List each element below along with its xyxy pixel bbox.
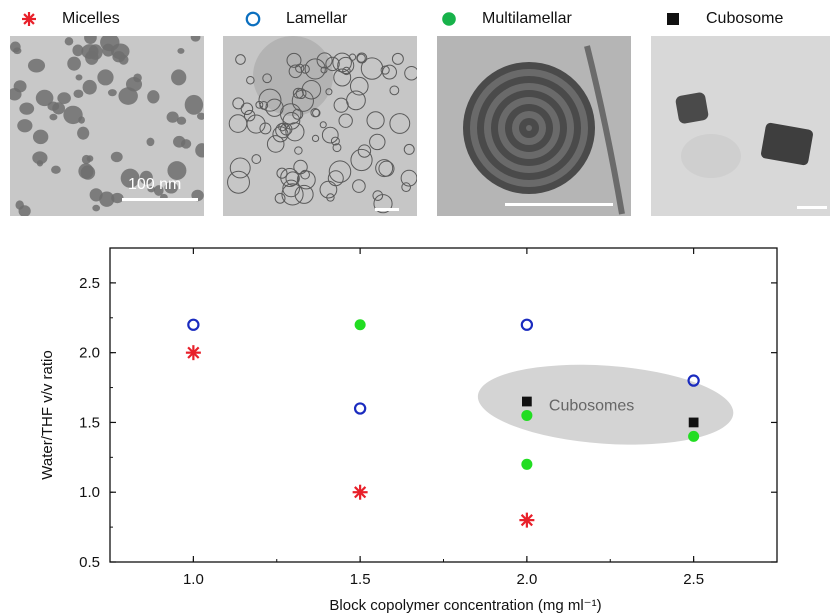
phase-diagram-chart: Cubosomes 1.0 1.5 2.0 2.5 0.5 1.0 1.5 2.0 2.5 Bloc… [39, 247, 778, 614]
scale-bar [122, 198, 198, 201]
lamellar-marker [245, 11, 261, 27]
cubosome-marker [667, 13, 679, 25]
data-point-cubosome [522, 396, 532, 407]
annotation-label: Cubosomes [549, 398, 634, 415]
cubosome-micrograph [651, 36, 830, 216]
legend-marker-icon [245, 11, 261, 27]
scale-bar [505, 203, 613, 206]
data-point-multilamellar [521, 409, 533, 421]
series-multilamellar [354, 319, 700, 470]
data-point-lamellar [353, 402, 367, 415]
scale-bar [375, 208, 399, 211]
legend-item-cubosome: Cubosome [664, 8, 783, 30]
series-cubosome [522, 396, 699, 428]
micelles-micrograph: 100 nm [10, 36, 204, 216]
y-tick-label: 2.5 [79, 275, 100, 292]
legend-item-multilamellar: Multilamellar [440, 8, 572, 30]
legend-label: Micelles [62, 10, 120, 27]
scale-bar [797, 206, 827, 209]
y-axis-label: Water/THF v/v ratio [39, 350, 56, 479]
multilamellar-marker [442, 12, 456, 26]
legend-marker-icon [442, 12, 456, 26]
data-point-lamellar [187, 318, 200, 331]
legend-item-lamellar: Lamellar [244, 8, 347, 30]
data-point-lamellar [687, 374, 700, 387]
data-point-multilamellar [688, 430, 700, 442]
series-micelles [185, 345, 535, 528]
legend-label: Multilamellar [482, 10, 572, 27]
x-tick-label: 2.5 [683, 571, 704, 588]
data-point-cubosome [688, 417, 699, 428]
data-point-micelles [185, 345, 201, 361]
y-tick-label: 0.5 [79, 554, 100, 571]
legend-item-micelles: Micelles [20, 8, 120, 30]
data-point-multilamellar [521, 458, 533, 470]
y-tick-label: 1.5 [79, 414, 100, 431]
legend-marker-icon [667, 13, 679, 25]
lamellar-micrograph [223, 36, 417, 216]
y-tick-label: 1.0 [79, 484, 100, 501]
legend-label: Cubosome [706, 10, 784, 27]
multilamellar-micrograph [437, 36, 631, 216]
x-axis-label: Block copolymer concentration (mg ml⁻¹) [329, 597, 601, 614]
legend-marker-icon [22, 12, 36, 26]
data-point-micelles [352, 484, 368, 500]
x-tick-label: 2.0 [516, 571, 537, 588]
data-point-lamellar [520, 318, 534, 331]
cubosome-region [477, 364, 734, 445]
series-lamellar [187, 318, 700, 415]
data-point-micelles [519, 512, 535, 528]
x-tick-label: 1.0 [183, 571, 204, 588]
scale-bar-label: 100 nm [128, 176, 182, 193]
legend-label: Lamellar [286, 10, 348, 27]
data-point-multilamellar [354, 319, 366, 331]
y-tick-label: 2.0 [79, 345, 100, 362]
x-tick-label: 1.5 [350, 571, 371, 588]
micelles-marker [22, 12, 36, 26]
